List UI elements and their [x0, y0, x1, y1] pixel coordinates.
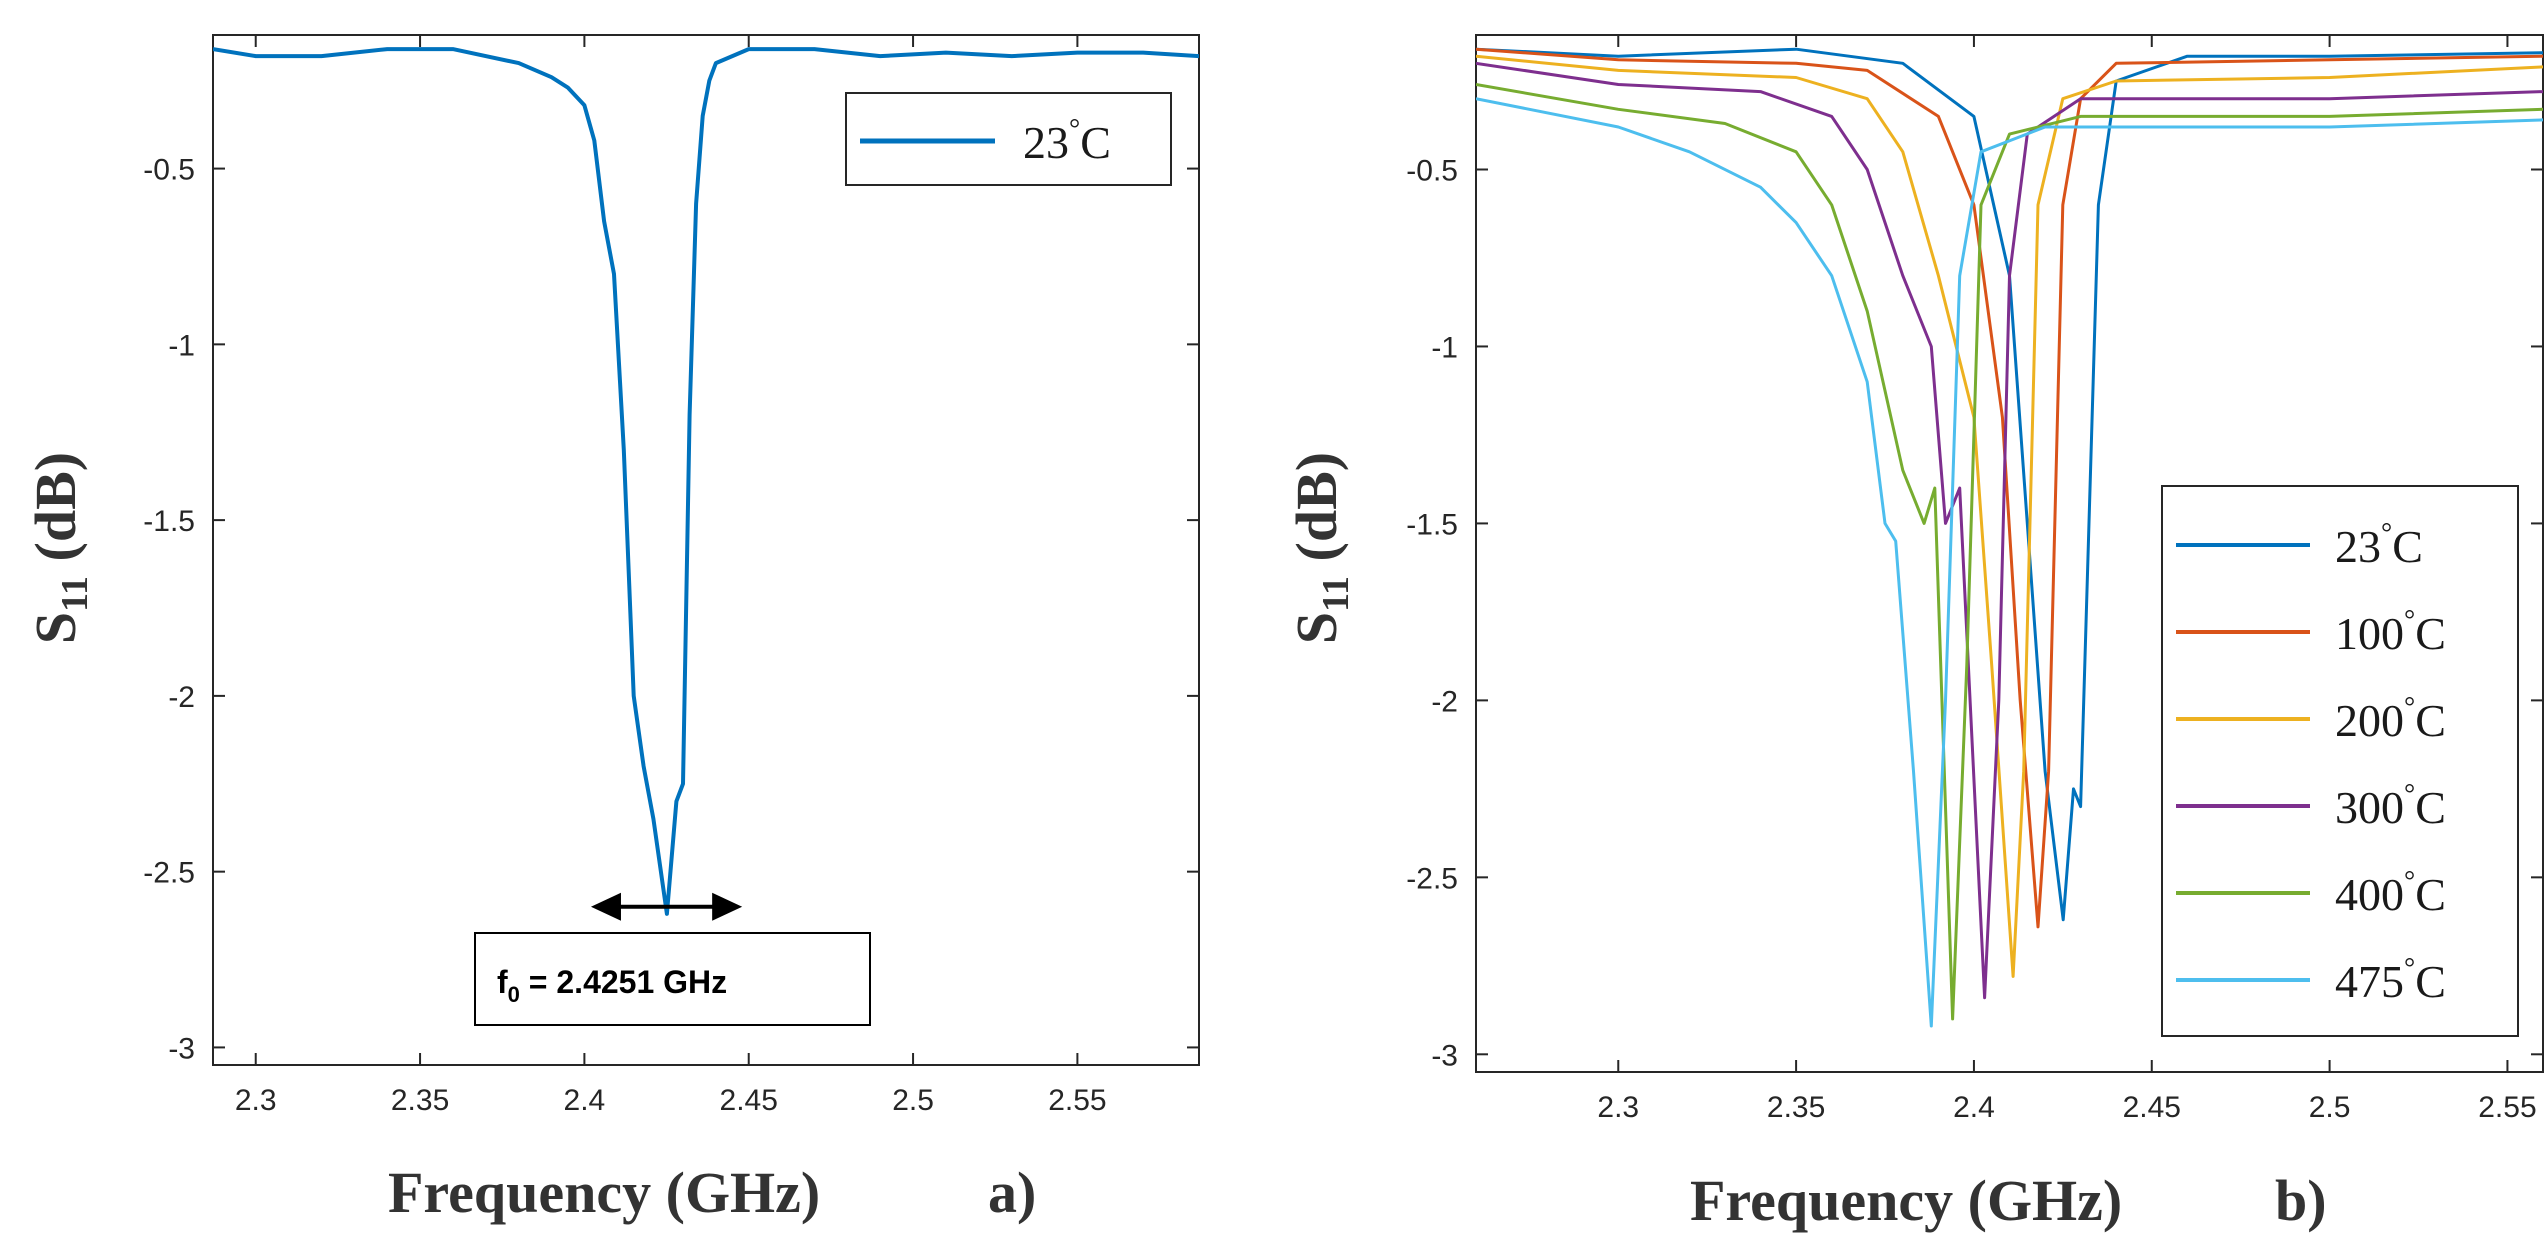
- arrow-head-left: [590, 892, 621, 921]
- y-tick-label: -2: [1431, 685, 1458, 718]
- annotation-label: f0 = 2.4251 GHz: [497, 964, 727, 1007]
- x-tick-label: 2.45: [720, 1084, 778, 1117]
- y-tick-label: -0.5: [143, 154, 195, 187]
- panel-label-a: a): [988, 1160, 1036, 1225]
- x-tick-label: 2.35: [391, 1084, 449, 1117]
- y-tick-label: -0.5: [1406, 154, 1458, 187]
- x-tick-label: 2.4: [1953, 1091, 1995, 1124]
- annotation: f0 = 2.4251 GHz: [474, 892, 871, 1026]
- y-tick-label: -3: [168, 1032, 195, 1065]
- y-tick-label: -1.5: [143, 505, 195, 538]
- y-tick-label: -1: [168, 329, 195, 362]
- x-tick-label: 2.3: [1597, 1091, 1639, 1124]
- legend-label-300C: 300°C: [2335, 779, 2446, 833]
- legend-entries: 23°C 100°C 200°C 300°C 400°C 475°C: [2176, 518, 2446, 1007]
- legend-label-475C: 475°C: [2335, 953, 2446, 1007]
- arrow-head-right: [712, 892, 743, 921]
- legend-label-100C: 100°C: [2335, 605, 2446, 659]
- y-tick-label: -2.5: [143, 857, 195, 890]
- panel-label-b: b): [2275, 1168, 2327, 1233]
- series-line-100C: [1476, 47, 2543, 929]
- y-axis-title: S11 (dB): [1284, 452, 1357, 644]
- legend-label-23C: 23°C: [2335, 518, 2423, 572]
- plot-frame: [212, 34, 1200, 1066]
- legend-box: [2161, 485, 2519, 1037]
- f0-arrow: [590, 892, 743, 921]
- legend-label-200C: 200°C: [2335, 692, 2446, 746]
- y-axis: -0.5 -1 -1.5 -2 -2.5 -3: [1406, 154, 2543, 1072]
- legend: 23°C 100°C 200°C 300°C 400°C 475°C: [2161, 485, 2519, 1037]
- series-line-475C: [1476, 97, 2543, 1028]
- y-axis-title: S11 (dB): [23, 452, 96, 644]
- legend: 23°C: [845, 92, 1172, 186]
- legend-label-23C: 23°C: [1023, 114, 1111, 168]
- series-layer: [1476, 47, 2543, 1028]
- y-axis: -0.5 -1 -1.5 -2 -2.5 -3: [143, 154, 1199, 1065]
- x-tick-label: 2.35: [1767, 1091, 1825, 1124]
- panel-b: 2.3 2.35 2.4 2.45 2.5 2.55 -0.5 -1 -1.5 -2 -2.5 -3…: [1284, 34, 2544, 1233]
- annotation-box: [474, 932, 871, 1026]
- x-tick-label: 2.45: [2123, 1091, 2181, 1124]
- series-line-200C: [1476, 54, 2543, 978]
- panel-a: 2.3 2.35 2.4 2.45 2.5 2.55 -0.5 -1 -1.5 -2 -2.5 -3…: [23, 34, 1200, 1225]
- series-layer: [213, 47, 1199, 916]
- x-axis: 2.3 2.35 2.4 2.45 2.5 2.55: [1597, 35, 2537, 1124]
- series-line-23C: [1476, 47, 2543, 922]
- y-tick-label: -2.5: [1406, 862, 1458, 895]
- x-tick-label: 2.3: [235, 1084, 277, 1117]
- series-line-23C: [213, 47, 1199, 916]
- y-tick-label: -1: [1431, 331, 1458, 364]
- legend-label-400C: 400°C: [2335, 866, 2446, 920]
- x-tick-label: 2.55: [1048, 1084, 1106, 1117]
- y-tick-label: -2: [168, 681, 195, 714]
- x-axis: 2.3 2.35 2.4 2.45 2.5 2.55: [235, 35, 1107, 1117]
- x-tick-label: 2.5: [2309, 1091, 2351, 1124]
- x-tick-label: 2.4: [564, 1084, 606, 1117]
- x-tick-label: 2.5: [892, 1084, 934, 1117]
- y-tick-label: -1.5: [1406, 508, 1458, 541]
- x-axis-title: Frequency (GHz): [388, 1160, 820, 1225]
- x-tick-label: 2.55: [2478, 1091, 2536, 1124]
- y-tick-label: -3: [1431, 1039, 1458, 1072]
- x-axis-title: Frequency (GHz): [1690, 1168, 2122, 1233]
- series-line-400C: [1476, 83, 2543, 1021]
